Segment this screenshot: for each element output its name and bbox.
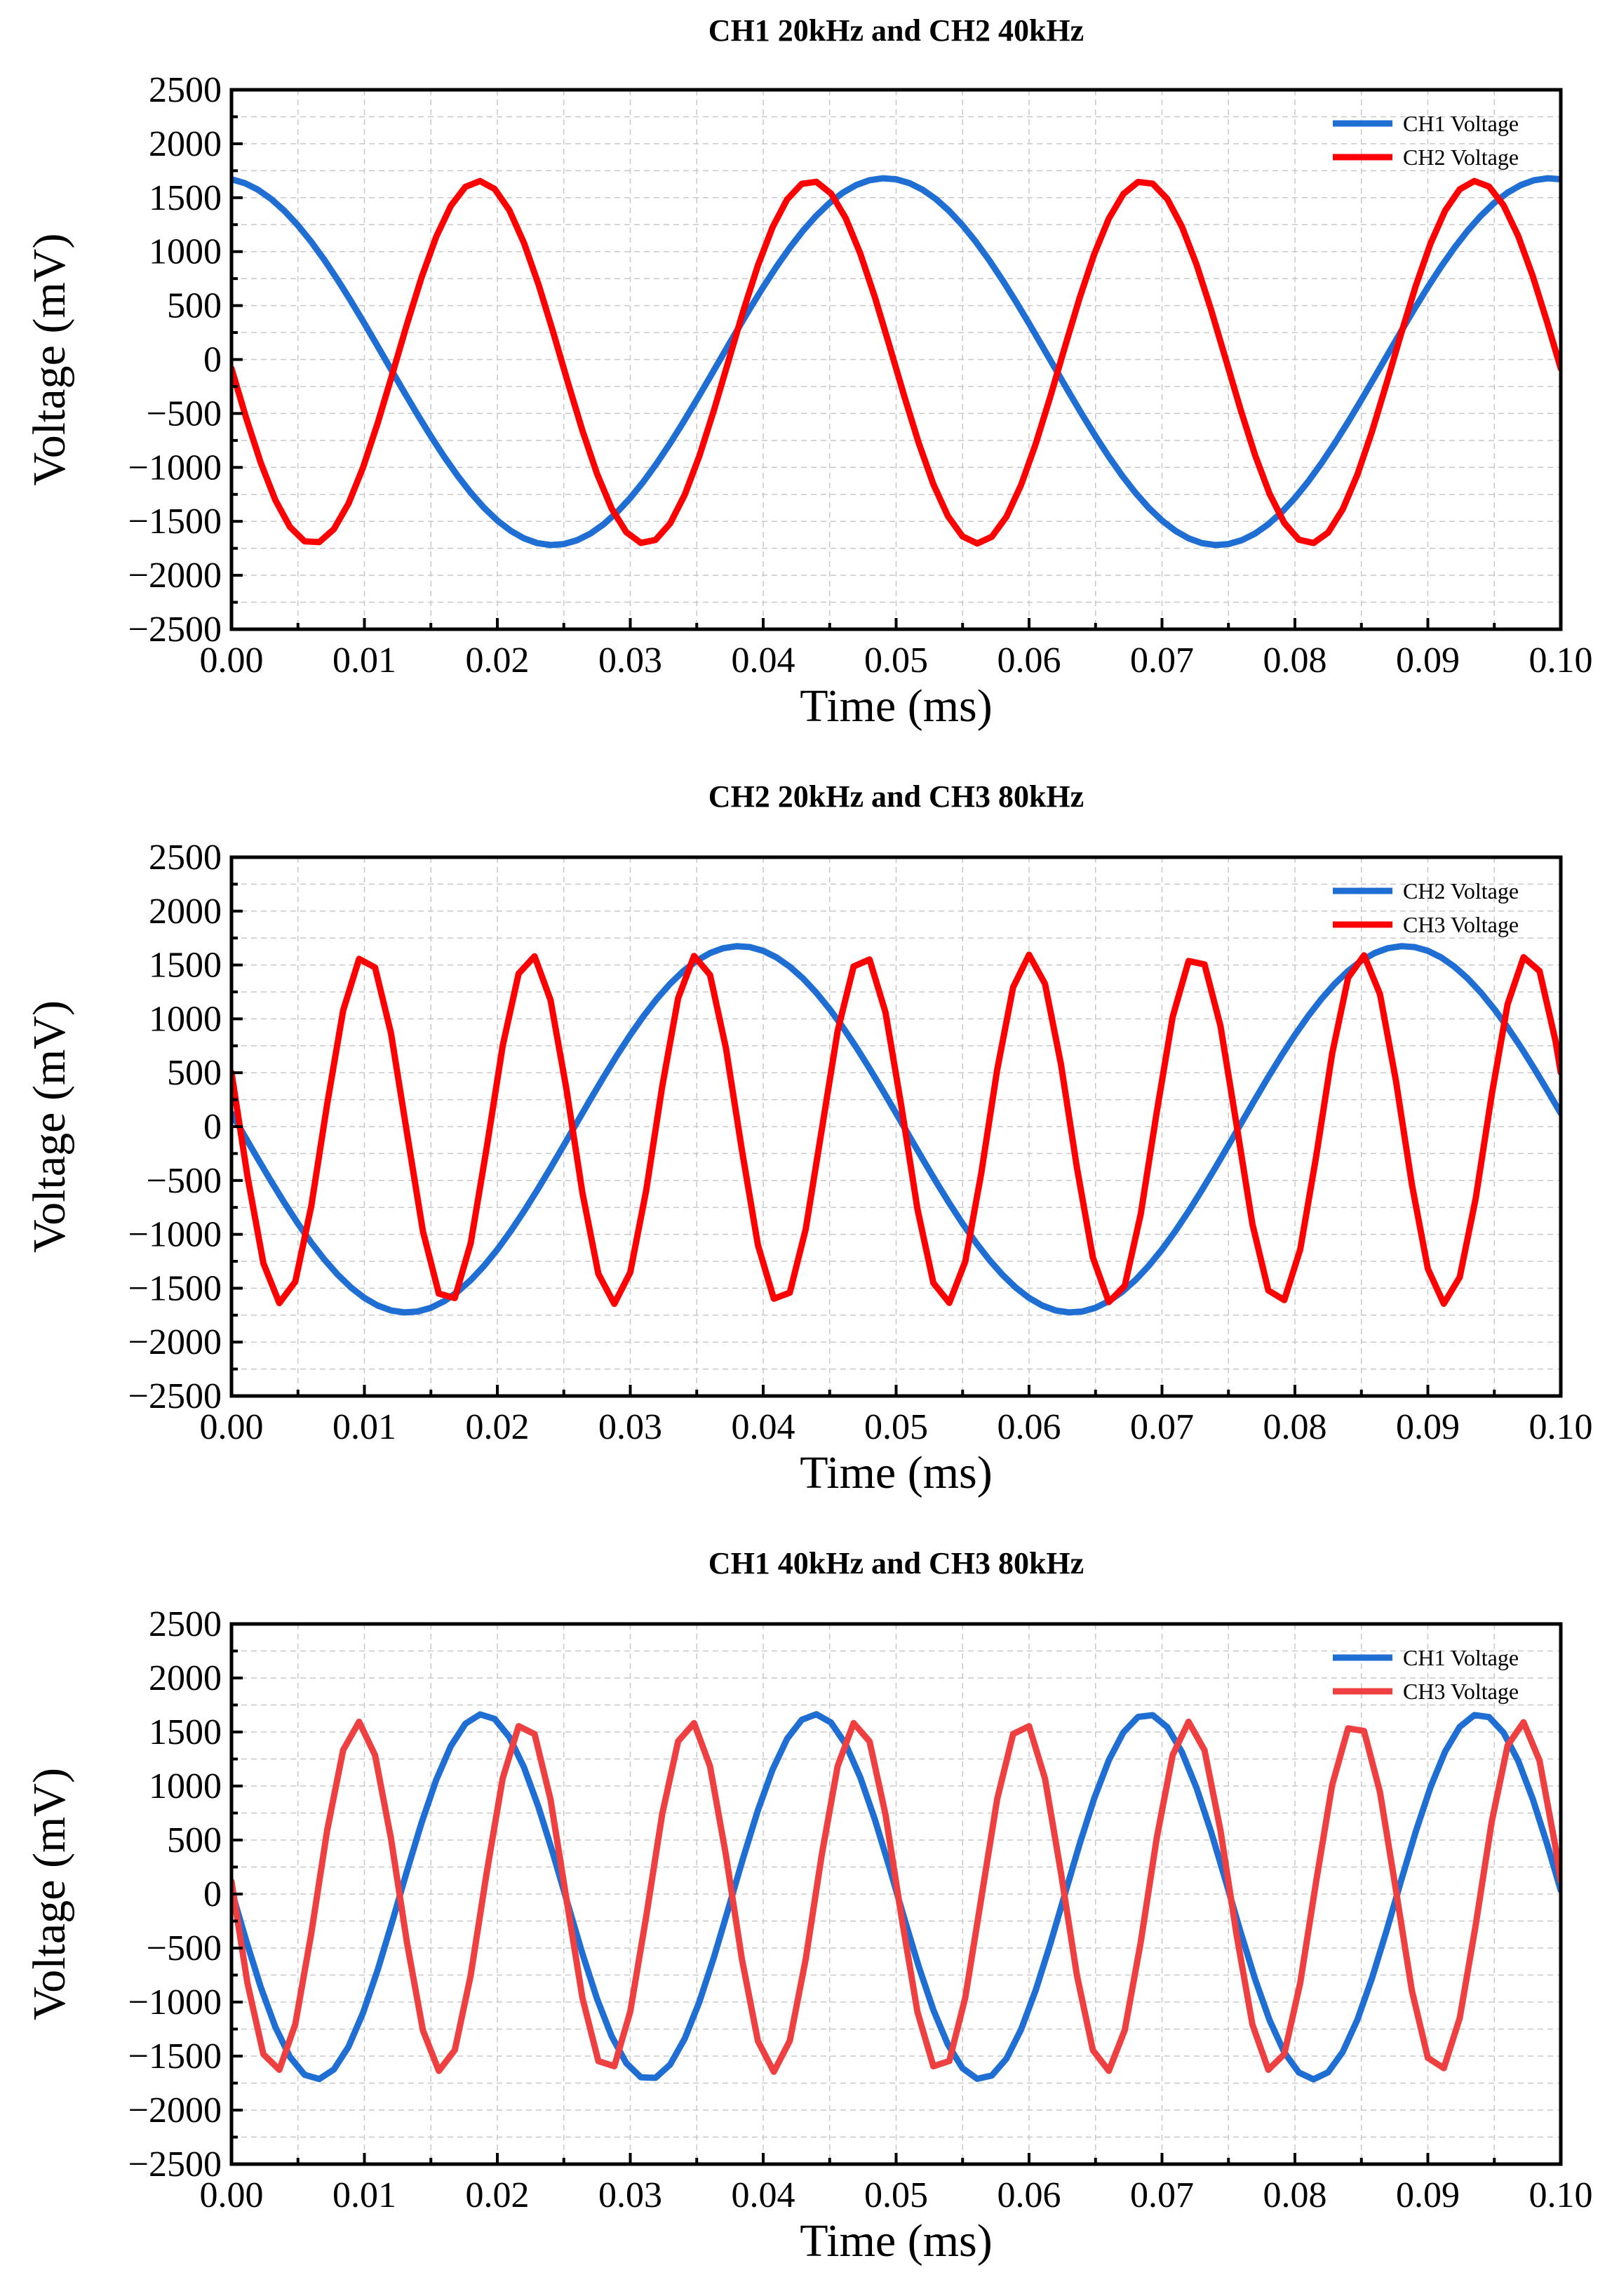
y-tick-label: 0 [203,1107,222,1147]
y-tick-label: −2500 [128,1376,222,1416]
y-tick-label: −1000 [128,448,222,488]
x-tick-label: 0.00 [200,640,264,680]
y-tick-label: −2000 [128,556,222,596]
x-tick-label: 0.06 [997,640,1061,680]
legend-label: CH2 Voltage [1403,878,1519,904]
chart-title: CH1 20kHz and CH2 40kHz [708,13,1084,48]
x-tick-label: 0.10 [1529,1407,1593,1447]
grid [231,857,1561,1396]
legend: CH2 Voltage CH3 Voltage [1333,878,1519,937]
y-tick-label: −1500 [128,2036,222,2076]
x-tick-label: 0.08 [1263,640,1327,680]
x-tick-label: 0.01 [332,1407,396,1447]
series-group [231,1711,1561,2083]
legend-label: CH3 Voltage [1403,912,1519,937]
y-axis-label: Voltage (mV) [24,1000,75,1253]
y-tick-label: −2500 [128,2144,222,2184]
x-tick-label: 0.04 [732,640,795,680]
x-tick-label: 0.10 [1529,640,1593,680]
x-tick-label: 0.03 [598,640,662,680]
y-tick-label: 2500 [149,70,222,110]
y-tick-label: 2000 [149,124,222,164]
y-tick-label: −2000 [128,2090,222,2130]
x-tick-label: 0.06 [997,2175,1061,2215]
y-axis-label: Voltage (mV) [24,234,75,486]
chart-panel-3: CH1 40kHz and CH3 80kHz 0.00 0.01 0.02 0.03 0… [24,1546,1593,2267]
y-tick-label: 500 [167,1053,222,1093]
x-tick-label: 0.06 [997,1407,1061,1447]
y-tick-label: 1000 [149,999,222,1039]
legend: CH1 Voltage CH3 Voltage [1333,1645,1519,1704]
y-tick-label: 2500 [149,1604,222,1644]
x-axis-label: Time (ms) [800,1447,992,1498]
x-tick-label: 0.08 [1263,2175,1327,2215]
x-tick-label: 0.05 [864,2175,928,2215]
y-tick-label: 2000 [149,892,222,932]
chart-panel-1: CH1 20kHz and CH2 40kHz 0.00 0.01 0.02 0.03 0… [24,13,1593,732]
x-tick-label: 0.07 [1130,640,1194,680]
x-tick-label: 0.03 [598,1407,662,1447]
y-axis-label: Voltage (mV) [24,1768,75,2020]
y-tick-label: −1500 [128,502,222,542]
y-tick-label: −1000 [128,1982,222,2022]
y-tick-label: −500 [147,394,222,434]
x-tick-label: 0.08 [1263,1407,1327,1447]
y-tick-label: 1500 [149,946,222,986]
series-line-ch3-voltage [231,1718,1561,2075]
y-tick-label: −2000 [128,1322,222,1362]
legend-label: CH1 Voltage [1403,1645,1519,1670]
x-tick-label: 0.01 [332,640,396,680]
y-tick-label: 1000 [149,1766,222,1806]
series-line-ch1-voltage [231,175,1561,549]
chart-title: CH1 40kHz and CH3 80kHz [708,1546,1084,1580]
x-tick-label: 0.07 [1130,1407,1194,1447]
y-tick-label: 2000 [149,1658,222,1698]
y-tick-label: −500 [147,1928,222,1968]
chart-title: CH2 20kHz and CH3 80kHz [708,779,1084,814]
y-tick-label: 0 [203,340,222,380]
series-line-ch2-voltage [231,177,1561,547]
series-group [231,943,1561,1316]
chart-panel-2: CH2 20kHz and CH3 80kHz 0.00 0.01 0.02 0.03 0… [24,779,1593,1498]
x-tick-label: 0.00 [200,2175,264,2215]
y-tick-label: 0 [203,1874,222,1914]
x-tick-label: 0.02 [466,640,530,680]
x-tick-label: 0.01 [332,2175,396,2215]
grid [231,90,1561,629]
x-tick-label: 0.00 [200,1407,264,1447]
y-tick-label: −1500 [128,1268,222,1308]
x-tick-label: 0.05 [864,640,928,680]
y-tick-label: 1500 [149,1712,222,1752]
legend-label: CH3 Voltage [1403,1679,1519,1704]
x-tick-label: 0.09 [1396,1407,1460,1447]
y-tick-label: 1000 [149,232,222,272]
x-tick-label: 0.04 [732,1407,795,1447]
y-tick-label: 1500 [149,178,222,218]
y-tick-label: 500 [167,1820,222,1860]
series-line-ch3-voltage [231,951,1561,1308]
x-tick-label: 0.02 [466,1407,530,1447]
x-tick-label: 0.10 [1529,2175,1593,2215]
series-group [231,175,1561,549]
y-tick-label: −500 [147,1161,222,1201]
x-tick-label: 0.09 [1396,2175,1460,2215]
y-tick-label: 500 [167,286,222,326]
legend: CH1 Voltage CH2 Voltage [1333,111,1519,170]
x-axis-label: Time (ms) [800,2215,992,2267]
x-tick-label: 0.05 [864,1407,928,1447]
y-tick-label: −1000 [128,1215,222,1255]
x-tick-label: 0.03 [598,2175,662,2215]
x-tick-label: 0.04 [732,2175,795,2215]
x-tick-label: 0.09 [1396,640,1460,680]
y-tick-label: −2500 [128,610,222,650]
x-tick-label: 0.02 [466,2175,530,2215]
y-tick-label: 2500 [149,838,222,878]
x-axis-label: Time (ms) [800,680,992,732]
legend-label: CH1 Voltage [1403,111,1519,136]
x-tick-label: 0.07 [1130,2175,1194,2215]
legend-label: CH2 Voltage [1403,145,1519,170]
